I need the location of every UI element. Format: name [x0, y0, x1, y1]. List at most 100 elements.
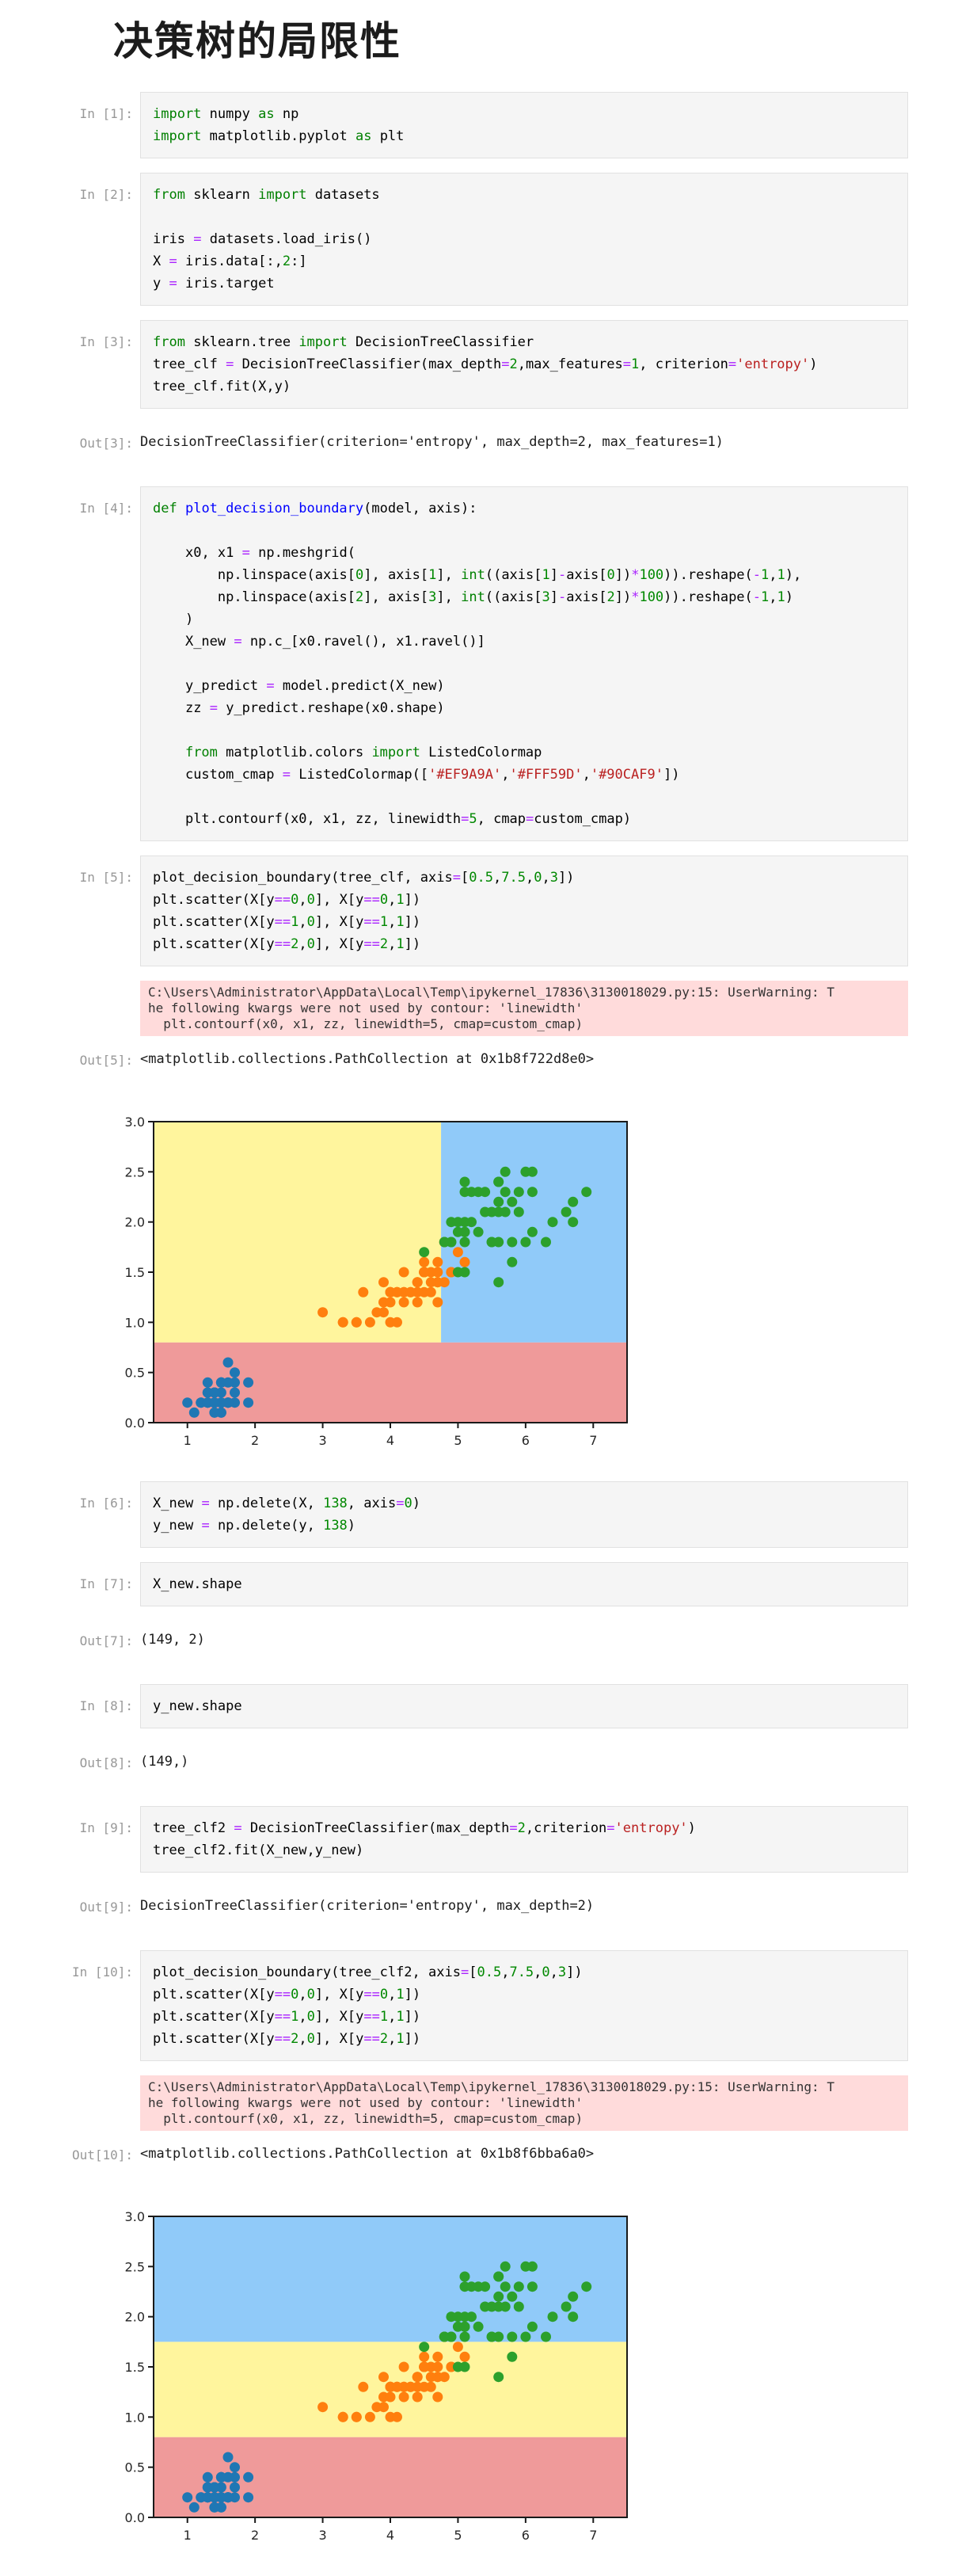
code-cell[interactable]: def plot_decision_boundary(model, axis):…: [140, 486, 908, 841]
code-token: 1: [291, 914, 299, 930]
scatter-series-2: [419, 1166, 592, 1288]
scatter-point: [459, 2271, 470, 2282]
scatter-point: [337, 2411, 348, 2422]
code-token: '#FFF59D': [509, 767, 583, 783]
scatter-point: [317, 1307, 329, 1318]
cell-8-output-row: Out[8]: (149,): [0, 1743, 958, 1774]
code-token: =: [274, 2009, 283, 2025]
code-token: 7.5: [509, 1964, 534, 1980]
code-token: int: [461, 589, 485, 605]
scatter-point: [527, 1166, 538, 1177]
code-token: 1: [396, 936, 405, 952]
code-cell[interactable]: X_new = np.delete(X, 138, axis=0) y_new …: [140, 1481, 908, 1548]
scatter-point: [209, 2492, 220, 2503]
code-token: =: [363, 1987, 372, 2002]
scatter-point: [452, 1247, 463, 1258]
scatter-point: [452, 2321, 463, 2332]
scatter-point: [209, 1407, 220, 1418]
scatter-point: [493, 1206, 504, 1218]
scatter-point: [405, 1286, 416, 1298]
code-token: =: [282, 767, 291, 783]
code-cell[interactable]: y_new.shape: [140, 1684, 908, 1728]
y-tick-label: 0.0: [125, 2510, 145, 2525]
code-cell[interactable]: plot_decision_boundary(tree_clf2, axis=[…: [140, 1950, 908, 2061]
scatter-point: [561, 2301, 572, 2312]
code-token: =: [169, 253, 177, 269]
scatter-point: [222, 1357, 234, 1368]
code-cell[interactable]: X_new.shape: [140, 1562, 908, 1606]
code-token: 1: [428, 567, 437, 583]
scatter-point: [507, 1196, 518, 1207]
code-token: =: [371, 1987, 380, 2002]
y-tick-label: 0.5: [125, 2460, 145, 2475]
code-token: 2: [291, 936, 299, 952]
output-prompt: Out[3]:: [79, 436, 133, 451]
scatter-point: [446, 2311, 457, 2323]
scatter-point: [439, 2372, 450, 2383]
code-token: 0: [306, 1987, 315, 2002]
y-tick-label: 0.5: [125, 1366, 145, 1381]
code-cell[interactable]: from sklearn.tree import DecisionTreeCla…: [140, 320, 908, 409]
scatter-point: [473, 1226, 484, 1237]
scatter-point: [527, 2261, 538, 2272]
code-token: 2: [379, 2031, 389, 2047]
scatter-point: [243, 1397, 254, 1408]
scatter-point: [466, 1217, 477, 1228]
code-token: =: [363, 2009, 372, 2025]
cell-2-input-row: In [2]: from sklearn import datasets iris…: [0, 173, 958, 306]
x-tick-label: 7: [589, 1433, 597, 1448]
scatter-point: [364, 1317, 375, 1328]
y-tick-label: 1.0: [125, 1315, 145, 1330]
code-cell[interactable]: tree_clf2 = DecisionTreeClassifier(max_d…: [140, 1806, 908, 1873]
scatter-point: [500, 2281, 511, 2292]
code-token: -: [752, 567, 762, 583]
scatter-point: [486, 2331, 497, 2342]
code-token: =: [452, 870, 461, 886]
code-token: 0: [379, 1987, 389, 2002]
code-token: 0: [306, 2031, 315, 2047]
output-text: DecisionTreeClassifier(criterion='entrop…: [140, 1898, 595, 1914]
input-prompt: In [3]:: [79, 334, 133, 349]
code-token: 0.5: [469, 870, 493, 886]
code-token: =: [509, 1820, 518, 1836]
code-token: 2: [509, 356, 518, 372]
x-tick-label: 1: [184, 2528, 192, 2543]
code-token: 7.5: [501, 870, 526, 886]
scatter-point: [500, 1166, 511, 1177]
code-token: 'entropy': [614, 1820, 688, 1836]
code-token: 0: [355, 567, 364, 583]
scatter-point: [215, 2471, 226, 2483]
code-token: =: [234, 634, 242, 650]
output-text: <matplotlib.collections.PathCollection a…: [140, 1051, 595, 1067]
code-token: 138: [323, 1518, 348, 1534]
input-prompt: In [10]:: [71, 1964, 133, 1980]
code-source: plot_decision_boundary(tree_clf2, axis=[…: [153, 1964, 583, 2047]
code-token: 0: [379, 892, 389, 908]
scatter-point: [513, 1187, 524, 1198]
scatter-point: [547, 1217, 558, 1228]
scatter-point: [419, 2351, 430, 2362]
code-token: 5: [469, 811, 477, 827]
scatter-point: [480, 2301, 491, 2312]
code-cell[interactable]: import numpy as np import matplotlib.pyp…: [140, 92, 908, 158]
code-token: 3: [542, 589, 550, 605]
prompt-spacer: [0, 2075, 140, 2086]
code-token: =: [274, 2031, 283, 2047]
code-token: =: [371, 2031, 380, 2047]
scatter-point: [466, 2281, 477, 2292]
code-token: plot_decision_boundary: [184, 501, 364, 516]
code-token: =: [201, 1496, 210, 1511]
code-cell[interactable]: from sklearn import datasets iris = data…: [140, 173, 908, 306]
y-tick-label: 1.5: [125, 2360, 145, 2375]
plot-svg: 1 2 3 4 5 6 7 0.0 0.5 1.0 1.5 2.0 2.5 3.0: [125, 1115, 628, 1448]
scatter-point: [371, 2402, 382, 2413]
scatter-point: [520, 1237, 531, 1248]
code-cell[interactable]: plot_decision_boundary(tree_clf, axis=[0…: [140, 855, 908, 966]
code-token: =: [363, 914, 372, 930]
scatter-point: [568, 1217, 579, 1228]
input-prompt: In [2]:: [79, 187, 133, 202]
scatter-point: [493, 2372, 504, 2383]
user-warning-message: C:\Users\Administrator\AppData\Local\Tem…: [140, 981, 908, 1036]
code-token: =: [234, 1820, 242, 1836]
code-token: 0.5: [477, 1964, 502, 1980]
